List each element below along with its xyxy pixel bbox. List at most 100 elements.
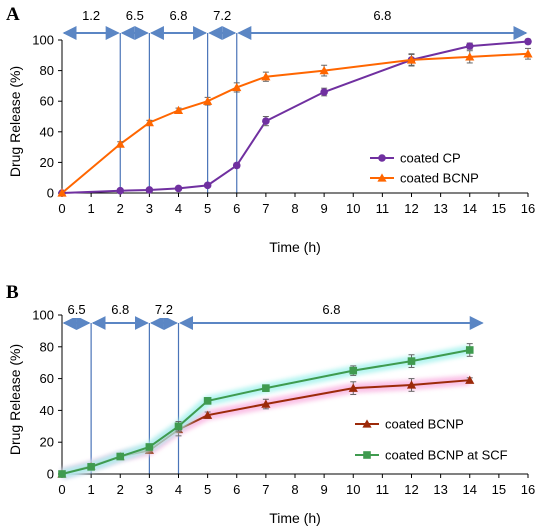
data-point	[174, 422, 183, 431]
x-tick-label: 3	[146, 201, 153, 216]
x-tick-label: 2	[117, 482, 124, 497]
legend-label: coated BCNP	[385, 417, 464, 432]
x-tick-label: 7	[262, 201, 269, 216]
x-tick-label: 12	[404, 482, 418, 497]
x-tick-label: 10	[346, 482, 360, 497]
x-tick-label: 11	[376, 201, 390, 216]
x-tick-label: 5	[204, 482, 211, 497]
y-axis-label: Drug Release (%)	[7, 66, 23, 177]
y-tick-label: 80	[40, 339, 54, 354]
y-tick-label: 20	[40, 435, 54, 450]
legend-b: coated BCNP coated BCNP at SCF	[353, 417, 508, 463]
x-tick-label: 8	[291, 201, 298, 216]
x-tick-label: 14	[463, 482, 477, 497]
x-tick-label: 4	[175, 482, 182, 497]
data-point	[232, 82, 242, 92]
legend-marker	[378, 154, 386, 162]
data-point	[406, 55, 417, 64]
ph-label: 6.8	[111, 302, 129, 317]
ph-label-bg	[120, 8, 150, 24]
data-point	[203, 397, 212, 405]
x-tick-label: 15	[492, 201, 506, 216]
data-point	[465, 42, 474, 50]
ph-label: 1.2	[82, 8, 100, 23]
data-point	[87, 463, 95, 471]
y-tick-label: 80	[40, 63, 54, 78]
ph-label: 7.2	[213, 8, 231, 23]
series-b-2	[58, 343, 474, 479]
legend-marker	[377, 173, 387, 182]
ph-label-bg	[368, 8, 397, 24]
x-tick-label: 0	[58, 201, 65, 216]
series-a-2	[57, 47, 533, 197]
x-tick-label: 1	[88, 482, 95, 497]
ph-label: 6.5	[68, 302, 86, 317]
x-tick-label: 1	[88, 201, 95, 216]
data-point	[58, 470, 66, 478]
data-point	[145, 186, 154, 194]
legend-label: coated BCNP	[400, 171, 479, 186]
legend-marker	[363, 451, 371, 459]
data-point	[465, 346, 474, 354]
y-tick-label: 20	[40, 155, 54, 170]
x-tick-label: 13	[433, 482, 447, 497]
ph-label: 6.8	[322, 302, 340, 317]
x-tick-label: 16	[521, 201, 535, 216]
data-point	[232, 161, 241, 170]
data-point	[116, 452, 125, 461]
y-axis-label: Drug Release (%)	[7, 344, 23, 455]
x-tick-label: 9	[321, 482, 328, 497]
data-point	[262, 117, 270, 125]
x-tick-label: 0	[58, 482, 65, 497]
ph-label: 6.8	[373, 8, 391, 23]
data-point	[145, 443, 154, 451]
y-tick-label: 0	[47, 186, 54, 201]
ph-label: 6.8	[169, 8, 187, 23]
x-tick-label: 11	[376, 482, 390, 497]
ph-label: 7.2	[155, 302, 173, 317]
x-tick-label: 9	[321, 201, 328, 216]
panel-a: A 1.2 6.5 6.8 7.2 6.80 1 2 3 4 5 6 7 8 9 10 11 12 13 14 15 16…	[6, 4, 535, 255]
panel-letter-a: A	[6, 4, 20, 25]
x-tick-label: 2	[117, 201, 124, 216]
x-axis-label: Time (h)	[269, 510, 321, 526]
x-tick-label: 5	[204, 201, 211, 216]
x-tick-label: 3	[146, 482, 153, 497]
x-tick-label: 10	[346, 201, 360, 216]
x-tick-label: 7	[262, 482, 269, 497]
data-point	[319, 66, 329, 75]
y-tick-label: 40	[40, 124, 54, 139]
data-point	[465, 375, 475, 384]
ph-label-bg	[149, 302, 179, 318]
data-point	[262, 384, 270, 392]
panel-b: B6.5 6.8 7.2 6.80 1 2 3 4 5 6 7 8 9 10 11 12 13 14 15 16020…	[6, 282, 535, 526]
x-tick-label: 6	[233, 201, 240, 216]
data-point	[406, 380, 417, 389]
x-tick-label: 8	[291, 482, 298, 497]
data-point	[348, 383, 358, 392]
x-tick-label: 15	[492, 482, 506, 497]
x-tick-label: 6	[233, 482, 240, 497]
data-point	[349, 366, 358, 375]
ph-label-bg	[164, 8, 193, 24]
legend-marker	[362, 419, 372, 428]
x-tick-label: 4	[175, 201, 182, 216]
data-point	[57, 188, 67, 197]
data-point	[203, 96, 213, 105]
legend-a: coated CP coated BCNP	[370, 151, 479, 186]
data-point	[320, 88, 328, 96]
y-tick-label: 100	[32, 308, 54, 323]
y-tick-label: 0	[47, 467, 54, 482]
ph-label-bg	[106, 302, 135, 318]
data-point	[261, 399, 271, 408]
data-point	[203, 410, 213, 419]
ph-label: 6.5	[126, 8, 144, 23]
ph-label-bg	[317, 302, 346, 318]
data-point	[115, 139, 125, 148]
ph-label-bg	[207, 8, 237, 24]
y-tick-label: 60	[40, 371, 54, 386]
data-point	[524, 37, 532, 46]
x-axis-label: Time (h)	[269, 239, 321, 255]
legend-label: coated CP	[400, 151, 461, 166]
